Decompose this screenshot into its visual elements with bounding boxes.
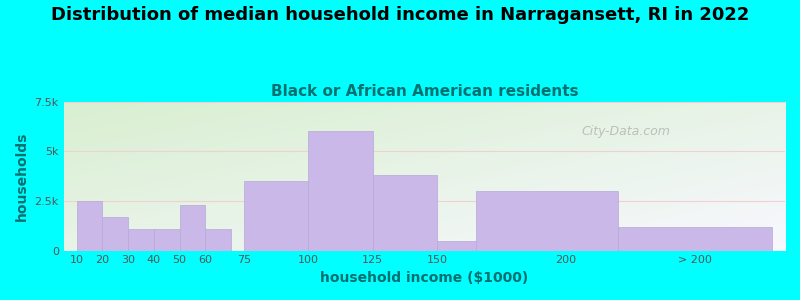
Title: Black or African American residents: Black or African American residents — [270, 84, 578, 99]
Bar — [618, 227, 772, 250]
Bar — [476, 191, 618, 250]
Y-axis label: households: households — [15, 131, 29, 221]
Bar — [206, 229, 231, 250]
Bar — [309, 131, 373, 250]
Bar — [244, 181, 309, 250]
Bar — [373, 175, 438, 250]
Text: City-Data.com: City-Data.com — [582, 125, 670, 138]
Bar — [438, 241, 476, 250]
X-axis label: household income ($1000): household income ($1000) — [320, 271, 529, 285]
Bar — [179, 205, 206, 250]
Bar — [102, 217, 128, 250]
Text: Distribution of median household income in Narragansett, RI in 2022: Distribution of median household income … — [51, 6, 749, 24]
Bar — [128, 229, 154, 250]
Bar — [154, 229, 179, 250]
Bar — [77, 201, 102, 250]
